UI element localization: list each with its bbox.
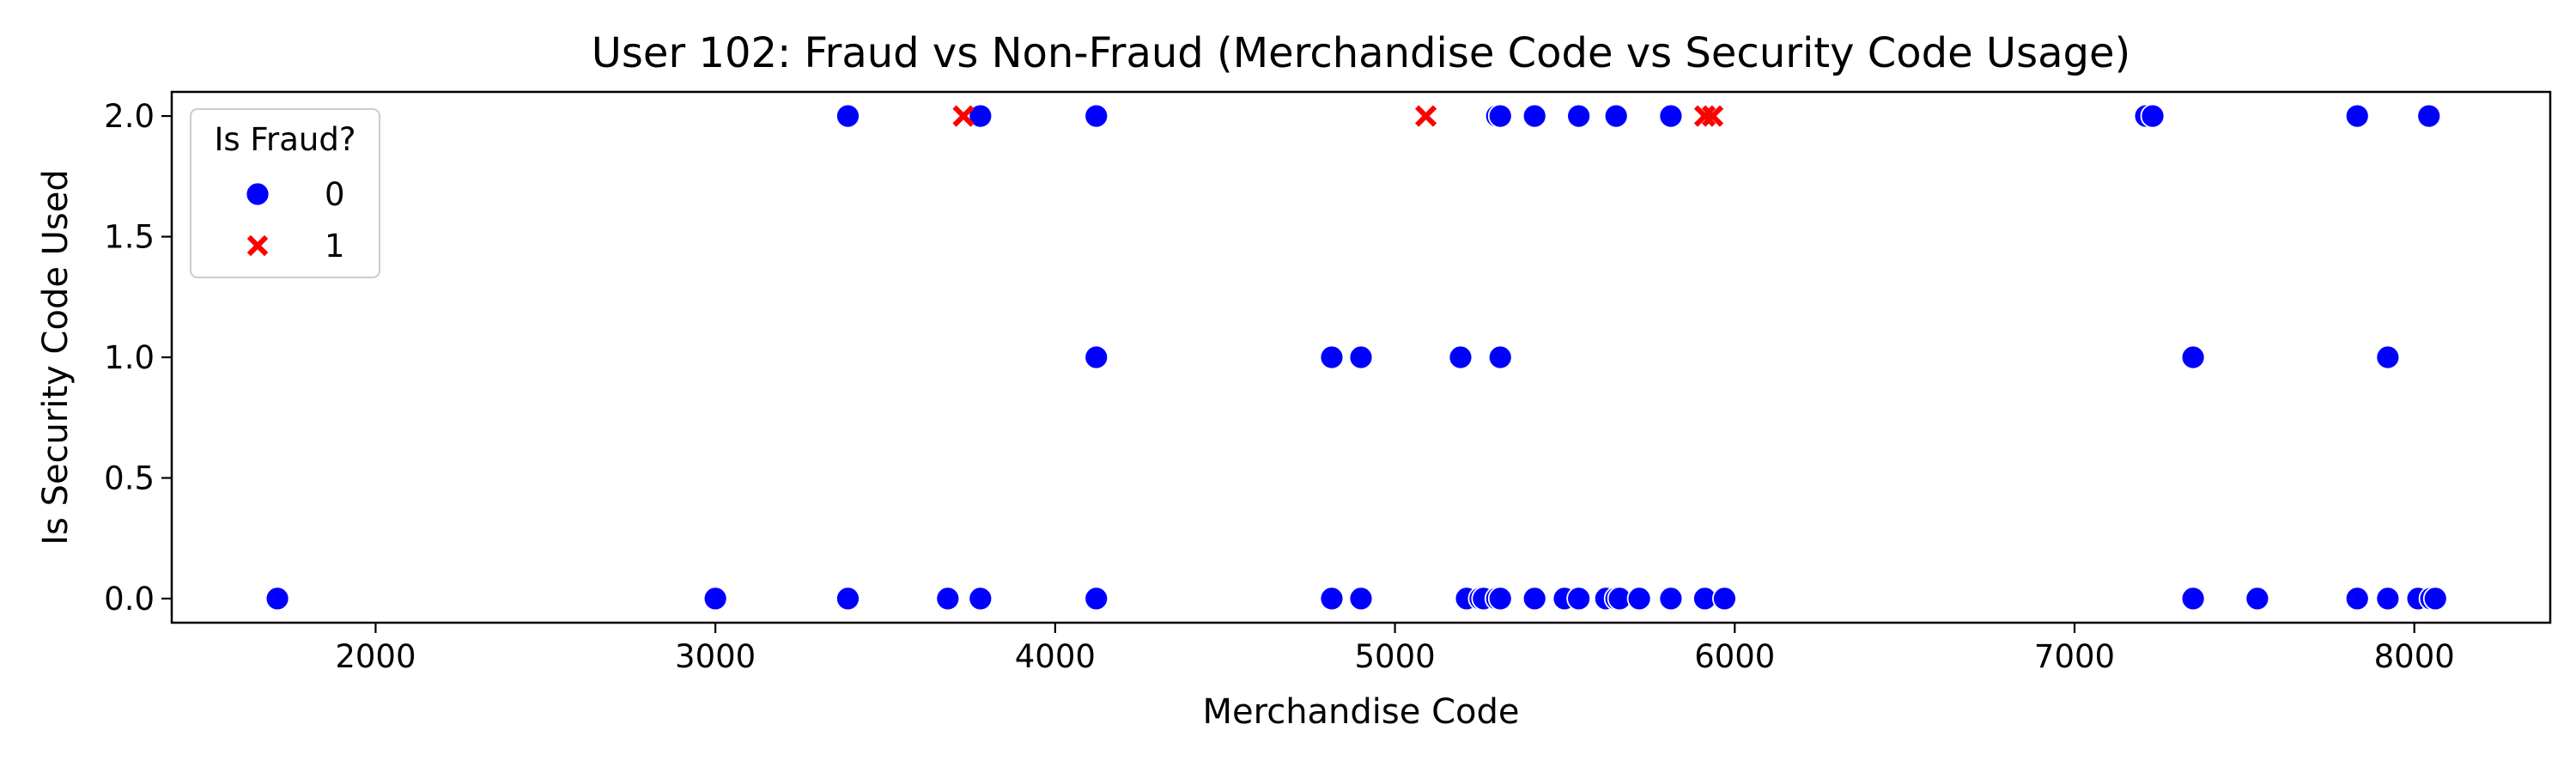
- non-fraud-point: [1487, 344, 1513, 370]
- x-tick-label: 7000: [2034, 638, 2115, 675]
- non-fraud-point: [2375, 586, 2401, 612]
- non-fraud-point: [1319, 586, 1345, 612]
- x-tick-label: 5000: [1354, 638, 1435, 675]
- non-fraud-point: [1626, 586, 1652, 612]
- non-fraud-point: [968, 103, 993, 129]
- y-tick-label: 0.5: [104, 460, 155, 496]
- fraud-point-stroke-b: [1693, 105, 1716, 127]
- non-fraud-point: [1658, 103, 1684, 129]
- legend-box: [190, 108, 380, 278]
- x-tick-label: 4000: [1015, 638, 1096, 675]
- series-0: [264, 103, 2448, 612]
- non-fraud-point: [2245, 586, 2270, 612]
- non-fraud-point: [1712, 586, 1737, 612]
- y-tick-label: 0.0: [104, 581, 155, 618]
- non-fraud-point: [1487, 586, 1513, 612]
- non-fraud-point: [2180, 586, 2206, 612]
- y-tick-label: 1.0: [104, 339, 155, 376]
- legend: Is Fraud? 01: [190, 108, 380, 278]
- non-fraud-point: [968, 586, 993, 612]
- x-tick-label: 2000: [335, 638, 416, 675]
- non-fraud-point: [2375, 344, 2401, 370]
- non-fraud-point: [2344, 103, 2370, 129]
- non-fraud-point: [1448, 344, 1473, 370]
- fraud-point-stroke-b: [1701, 105, 1724, 127]
- non-fraud-point: [835, 586, 860, 612]
- non-fraud-point: [1603, 103, 1629, 129]
- x-tick-label: 8000: [2374, 638, 2455, 675]
- y-tick-label: 2.0: [104, 98, 155, 135]
- non-fraud-point: [1522, 586, 1547, 612]
- legend-title: Is Fraud?: [214, 121, 355, 158]
- fraud-point-stroke-b: [1414, 105, 1437, 127]
- non-fraud-point: [2422, 586, 2448, 612]
- fraud-point-stroke-b: [952, 105, 975, 127]
- non-fraud-point: [1319, 344, 1345, 370]
- non-fraud-point: [1084, 344, 1109, 370]
- non-fraud-point: [2180, 344, 2206, 370]
- y-axis-ticks: 0.0 0.5 1.0 1.5 2.0: [104, 98, 172, 618]
- non-fraud-point: [2140, 103, 2166, 129]
- non-fraud-point: [702, 586, 728, 612]
- legend-marker-1-stroke-b: [246, 234, 269, 257]
- non-fraud-point: [1348, 344, 1374, 370]
- x-axis-label: Merchandise Code: [1203, 692, 1520, 732]
- x-tick-label: 6000: [1694, 638, 1775, 675]
- x-axis-ticks: 2000 3000 4000 5000 6000 7000 8000: [335, 623, 2455, 675]
- non-fraud-point: [1084, 103, 1109, 129]
- plot-area: [264, 103, 2448, 612]
- fraud-point: [952, 105, 975, 127]
- fraud-point: [1693, 105, 1716, 127]
- non-fraud-point: [1084, 586, 1109, 612]
- non-fraud-point: [1487, 103, 1513, 129]
- fraud-point: [1701, 105, 1724, 127]
- non-fraud-point: [2416, 103, 2442, 129]
- non-fraud-point: [264, 586, 290, 612]
- non-fraud-point: [2344, 586, 2370, 612]
- legend-marker-1: [246, 234, 269, 257]
- legend-marker-0: [245, 181, 270, 207]
- fraud-point: [1414, 105, 1437, 127]
- non-fraud-point: [1566, 103, 1592, 129]
- y-axis-label: Is Security Code Used: [36, 169, 76, 545]
- y-tick-label: 1.5: [104, 219, 155, 256]
- x-tick-label: 3000: [675, 638, 756, 675]
- series-1: [952, 105, 1724, 127]
- chart-title: User 102: Fraud vs Non-Fraud (Merchandis…: [592, 29, 2130, 77]
- non-fraud-point: [1658, 586, 1684, 612]
- non-fraud-point: [935, 586, 961, 612]
- non-fraud-point: [1348, 586, 1374, 612]
- legend-label: 1: [325, 228, 345, 265]
- non-fraud-point: [1566, 586, 1592, 612]
- non-fraud-point: [835, 103, 860, 129]
- non-fraud-point: [1522, 103, 1547, 129]
- legend-entries: 01: [245, 176, 345, 265]
- legend-label: 0: [325, 176, 345, 213]
